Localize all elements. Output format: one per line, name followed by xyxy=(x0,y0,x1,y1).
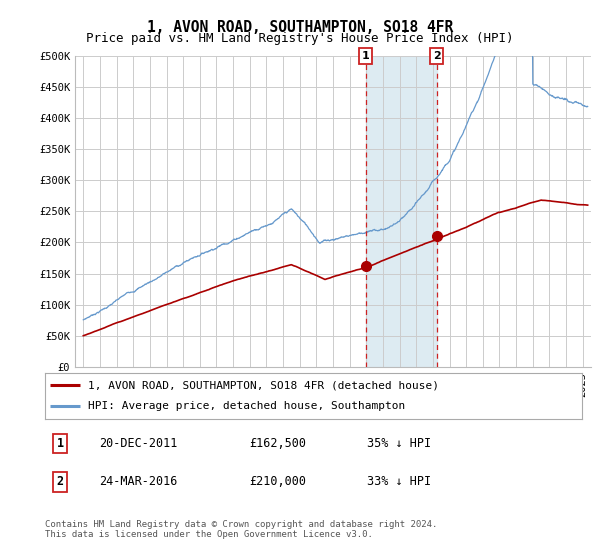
Text: 1, AVON ROAD, SOUTHAMPTON, SO18 4FR (detached house): 1, AVON ROAD, SOUTHAMPTON, SO18 4FR (det… xyxy=(88,380,439,390)
Text: 1: 1 xyxy=(56,437,64,450)
Text: 1, AVON ROAD, SOUTHAMPTON, SO18 4FR: 1, AVON ROAD, SOUTHAMPTON, SO18 4FR xyxy=(147,20,453,35)
Text: 24-MAR-2016: 24-MAR-2016 xyxy=(98,475,177,488)
Text: 35% ↓ HPI: 35% ↓ HPI xyxy=(367,437,431,450)
Text: Price paid vs. HM Land Registry's House Price Index (HPI): Price paid vs. HM Land Registry's House … xyxy=(86,32,514,45)
Text: £162,500: £162,500 xyxy=(249,437,306,450)
Text: 1: 1 xyxy=(362,51,370,61)
Text: 20-DEC-2011: 20-DEC-2011 xyxy=(98,437,177,450)
Text: HPI: Average price, detached house, Southampton: HPI: Average price, detached house, Sout… xyxy=(88,402,405,412)
Bar xyxy=(366,56,437,367)
Text: 2: 2 xyxy=(56,475,64,488)
Text: Contains HM Land Registry data © Crown copyright and database right 2024.
This d: Contains HM Land Registry data © Crown c… xyxy=(45,520,437,539)
Text: 2: 2 xyxy=(433,51,440,61)
Text: 33% ↓ HPI: 33% ↓ HPI xyxy=(367,475,431,488)
Text: £210,000: £210,000 xyxy=(249,475,306,488)
